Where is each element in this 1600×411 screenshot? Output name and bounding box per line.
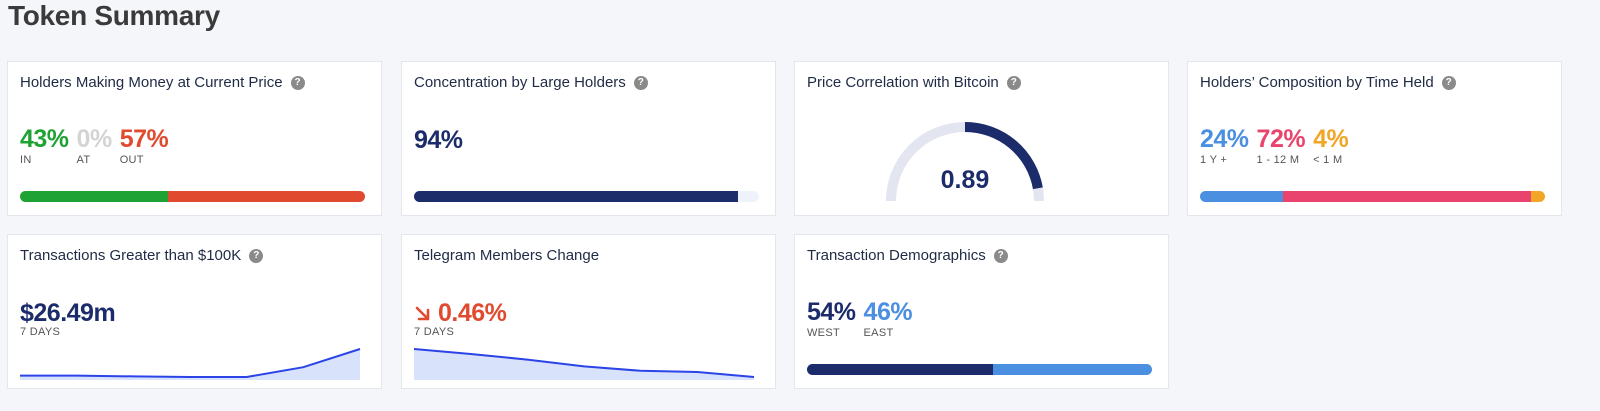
concentration-value: 94% xyxy=(414,126,463,154)
bar-segment xyxy=(1200,191,1283,202)
concentration-bar xyxy=(414,191,759,202)
card-title: Transactions Greater than $100K xyxy=(20,247,242,264)
arrow-down-right-icon xyxy=(415,306,430,320)
sparkline-line xyxy=(414,348,755,378)
stat-value: 0% xyxy=(76,125,113,153)
card-title: Transaction Demographics xyxy=(807,247,986,264)
help-circle-icon[interactable]: ? xyxy=(290,75,305,90)
stat-value: 46% xyxy=(863,298,913,326)
bar-segment xyxy=(807,364,994,375)
bar-segment xyxy=(168,191,365,202)
card-title: Concentration by Large Holders xyxy=(414,74,626,91)
stat-item: 0% AT xyxy=(76,125,113,166)
stat-label: IN xyxy=(20,154,32,166)
stat-label: AT xyxy=(76,154,91,166)
stat-item: 24% 1 Y + xyxy=(1200,126,1249,166)
stat-row: 43% IN 0% AT 57% OUT xyxy=(20,126,176,166)
large-tx-card: Transactions Greater than $100K ? $26.49… xyxy=(7,234,382,389)
stat-row: 24% 1 Y +72% 1 - 12 M 4% < 1 M xyxy=(1200,126,1356,166)
stat-label: 1 - 12 M xyxy=(1256,154,1300,166)
page-title: Token Summary xyxy=(8,0,220,31)
stat-item: 54% WEST xyxy=(807,299,856,339)
telegram-value: 0.46% xyxy=(438,299,507,327)
stat-value: 72% xyxy=(1256,125,1306,153)
btc-correlation-card: Price Correlation with Bitcoin ? 0.89 xyxy=(794,61,1169,216)
card-title: Price Correlation with Bitcoin xyxy=(807,74,999,91)
help-circle-icon[interactable]: ? xyxy=(1441,75,1456,90)
distribution-bar xyxy=(807,364,1152,375)
card-title: Telegram Members Change xyxy=(414,247,600,264)
stat-item: 57% OUT xyxy=(120,126,169,166)
stat-value: 54% xyxy=(807,298,856,326)
stat-label: WEST xyxy=(807,327,840,339)
stat-item: 46% EAST xyxy=(864,299,913,339)
help-circle-icon[interactable]: ? xyxy=(249,248,264,263)
telegram-value-row: 0.46% xyxy=(414,299,507,328)
holders-money-card: Holders Making Money at Current Price ? … xyxy=(7,61,382,216)
stat-item: 4% < 1 M xyxy=(1313,125,1349,166)
help-circle-icon[interactable]: ? xyxy=(1006,75,1021,90)
stat-item: 43% IN xyxy=(20,126,69,166)
telegram-card: Telegram Members Change 0.46% 7 DAYS xyxy=(401,234,776,389)
bar-segment xyxy=(1282,191,1532,202)
stat-label: OUT xyxy=(119,154,144,166)
large-tx-value: $26.49m xyxy=(20,299,116,327)
bar-segment xyxy=(20,191,169,202)
sparkline-line xyxy=(20,348,361,378)
gauge-fill xyxy=(964,122,1043,190)
stat-value: 43% xyxy=(20,125,69,153)
correlation-gauge xyxy=(886,122,1044,202)
period-label: 7 DAYS xyxy=(414,326,455,338)
stat-value: 24% xyxy=(1200,125,1249,153)
stat-label: EAST xyxy=(863,327,894,339)
stat-label: 1 Y + xyxy=(1200,154,1228,166)
stat-row: 54% WEST 46% EAST xyxy=(807,299,920,339)
distribution-bar xyxy=(20,191,365,202)
bar-segment xyxy=(1531,191,1545,202)
stat-item: 72% 1 - 12 M xyxy=(1257,126,1306,166)
period-label: 7 DAYS xyxy=(20,326,61,338)
stat-value: 57% xyxy=(119,125,169,153)
large-tx-sparkline xyxy=(20,348,361,380)
time-held-card: Holders’ Composition by Time Held ? 24% 1… xyxy=(1187,61,1562,216)
demographics-card: Transaction Demographics ? 54% WEST 46% EAS… xyxy=(794,234,1169,389)
card-title: Holders Making Money at Current Price xyxy=(20,74,283,91)
telegram-sparkline xyxy=(414,348,755,380)
correlation-value: 0.89 xyxy=(940,166,990,194)
distribution-bar xyxy=(1200,191,1545,202)
help-circle-icon[interactable]: ? xyxy=(993,248,1008,263)
concentration-bar-fill xyxy=(414,191,739,202)
help-circle-icon[interactable]: ? xyxy=(633,75,648,90)
bar-segment xyxy=(993,364,1152,375)
stat-value: 4% xyxy=(1313,125,1349,153)
stat-label: < 1 M xyxy=(1313,154,1343,166)
concentration-card: Concentration by Large Holders ? 94% xyxy=(401,61,776,216)
card-title: Holders’ Composition by Time Held xyxy=(1200,74,1434,91)
